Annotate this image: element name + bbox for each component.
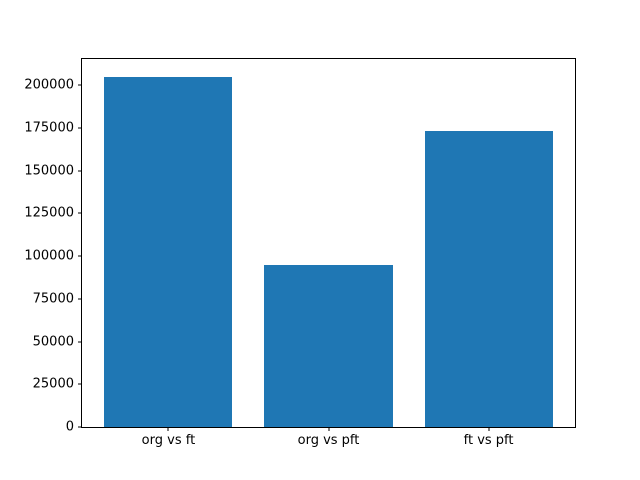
x-tick-label: org vs ft	[141, 433, 196, 448]
y-tick-label: 0	[65, 419, 74, 435]
x-tick-label: ft vs pft	[463, 433, 514, 448]
y-tick-label: 100000	[24, 248, 74, 264]
y-tick	[78, 426, 82, 428]
x-tick-label: org vs pft	[297, 433, 360, 448]
y-tick-label: 200000	[24, 77, 74, 93]
x-tick	[488, 427, 490, 431]
bar-org-vs-ft	[104, 76, 233, 427]
axes: org vs ft org vs pft ft vs pft 0 25000 50000 7…	[24, 58, 576, 447]
bar-ft-vs-pft	[424, 131, 553, 427]
y-tick	[78, 298, 82, 300]
y-tick	[78, 127, 82, 129]
y-tick-label: 25000	[32, 376, 74, 392]
x-tick	[328, 427, 329, 431]
y-tick	[78, 383, 82, 385]
y-tick	[78, 255, 82, 257]
y-tick-label: 50000	[32, 334, 74, 350]
y-tick-label: 125000	[24, 205, 74, 221]
y-tick	[78, 212, 82, 214]
y-tick-label: 150000	[24, 163, 74, 179]
y-tick-label: 175000	[24, 120, 74, 136]
y-tick	[78, 84, 82, 86]
y-tick	[78, 341, 82, 343]
bar-org-vs-pft	[264, 264, 393, 427]
y-tick-label: 75000	[32, 291, 74, 307]
y-tick	[78, 170, 82, 172]
x-tick	[167, 427, 169, 431]
